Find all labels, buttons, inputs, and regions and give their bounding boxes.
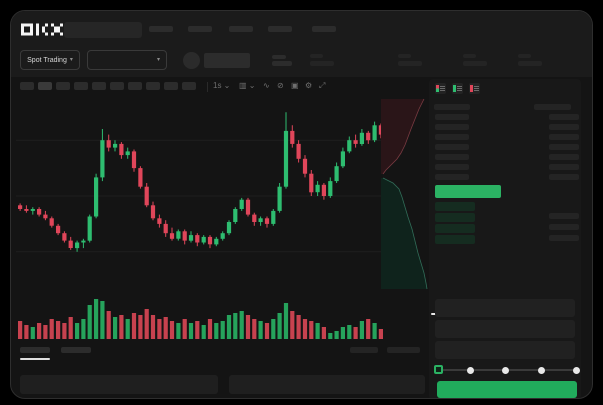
- draw-tool-icon[interactable]: ⊘: [277, 81, 284, 90]
- slider-stop-50-percent[interactable]: [502, 367, 509, 374]
- ask-amount-7-placeholder[interactable]: [549, 174, 579, 180]
- top-bar: Spot Trading ▾ ▾: [11, 11, 592, 77]
- volume-chart[interactable]: [16, 295, 384, 341]
- ask-amount-4-placeholder[interactable]: [549, 144, 579, 150]
- okx-logo[interactable]: [21, 22, 63, 37]
- bottom-tab-2-placeholder[interactable]: [61, 347, 91, 353]
- ask-price-7-placeholder[interactable]: [435, 174, 469, 180]
- search-input[interactable]: [64, 22, 142, 38]
- pair-name-placeholder: [204, 53, 250, 68]
- stat-4-value-placeholder: [518, 61, 542, 66]
- price-value-placeholder: [272, 61, 292, 66]
- bid-amount-3-placeholder[interactable]: [549, 235, 579, 241]
- ask-amount-6-placeholder[interactable]: [549, 164, 579, 170]
- order-total-input[interactable]: [435, 320, 575, 338]
- ask-price-2-placeholder[interactable]: [435, 124, 469, 130]
- timeframe-slot-1[interactable]: [20, 82, 34, 90]
- interval-dropdown-icon[interactable]: 1s ⌄: [213, 81, 231, 90]
- stat-3-label-placeholder: [463, 54, 476, 58]
- stat-1-value-placeholder: [310, 61, 334, 66]
- bottom-right-item-1-placeholder[interactable]: [350, 347, 378, 353]
- ask-price-1-placeholder[interactable]: [435, 114, 469, 120]
- slider-stop-25-percent[interactable]: [467, 367, 474, 374]
- timeframe-slot-7[interactable]: [128, 82, 142, 90]
- ask-price-6-placeholder[interactable]: [435, 164, 469, 170]
- settings-tool-icon[interactable]: ⚙: [305, 81, 313, 90]
- asks-only-icon[interactable]: [469, 83, 480, 94]
- bottom-tab-active-underline: [20, 358, 50, 360]
- slider-stop-100-percent[interactable]: [573, 367, 580, 374]
- ask-amount-2-placeholder[interactable]: [549, 124, 579, 130]
- ask-amount-3-placeholder[interactable]: [549, 134, 579, 140]
- bid-amount-1-placeholder[interactable]: [549, 213, 579, 219]
- camera-tool-icon[interactable]: ▣: [291, 81, 299, 90]
- ask-price-5-placeholder[interactable]: [435, 154, 469, 160]
- nav-item-1-placeholder[interactable]: [149, 26, 173, 32]
- timeframe-slot-2[interactable]: [38, 82, 52, 90]
- depth-chart[interactable]: [381, 97, 429, 293]
- ask-price-4-placeholder[interactable]: [435, 144, 469, 150]
- pair-selector-dropdown[interactable]: ▾: [87, 50, 167, 70]
- bid-amount-2-placeholder[interactable]: [549, 224, 579, 230]
- amount-slider-handle[interactable]: [434, 365, 443, 374]
- candlestick-chart[interactable]: [16, 97, 384, 297]
- nav-item-2-placeholder[interactable]: [188, 26, 212, 32]
- nav-item-3-placeholder[interactable]: [229, 26, 253, 32]
- stat-3-value-placeholder: [463, 61, 487, 66]
- timeframe-slot-5[interactable]: [92, 82, 106, 90]
- price-label-placeholder: [272, 55, 286, 59]
- bottom-tab-1-placeholder[interactable]: [20, 347, 50, 353]
- bid-price-3-placeholder[interactable]: [435, 224, 475, 233]
- bid-price-4-placeholder[interactable]: [435, 235, 475, 244]
- fullscreen-tool-icon[interactable]: ⤢: [319, 81, 326, 90]
- stat-1-label-placeholder: [310, 54, 323, 58]
- bid-price-2-placeholder[interactable]: [435, 213, 475, 222]
- stat-2-value-placeholder: [398, 61, 422, 66]
- line-tool-icon[interactable]: ∿: [263, 81, 270, 90]
- market-type-label: Spot Trading: [27, 56, 67, 64]
- orderbook-amount-header-placeholder: [534, 104, 571, 110]
- timeframe-slot-8[interactable]: [146, 82, 160, 90]
- timeframe-slot-4[interactable]: [74, 82, 88, 90]
- timeframe-slot-3[interactable]: [56, 82, 70, 90]
- nav-item-4-placeholder[interactable]: [268, 26, 292, 32]
- stat-2-label-placeholder: [398, 54, 411, 58]
- app-window: Spot Trading ▾ ▾ 1s ⌄ ▥ ⌄ ∿ ⊘ ▣ ⚙ ⤢: [10, 10, 593, 399]
- slider-stop-75-percent[interactable]: [538, 367, 545, 374]
- bid-price-1-placeholder[interactable]: [435, 202, 475, 211]
- timeframe-slot-10[interactable]: [182, 82, 196, 90]
- toolbar-divider: [207, 82, 208, 92]
- bids-only-icon[interactable]: [452, 83, 463, 94]
- timeframe-slot-6[interactable]: [110, 82, 124, 90]
- chevron-down-icon: ▾: [156, 57, 160, 63]
- stat-4-label-placeholder: [518, 54, 531, 58]
- orderbook-price-header-placeholder: [434, 104, 470, 110]
- candle-style-dropdown-icon[interactable]: ▥ ⌄: [239, 81, 256, 90]
- bottom-panel-left: [20, 375, 218, 394]
- ask-price-3-placeholder[interactable]: [435, 134, 469, 140]
- ask-amount-5-placeholder[interactable]: [549, 154, 579, 160]
- market-type-dropdown[interactable]: Spot Trading ▾: [20, 50, 80, 70]
- combined-book-icon[interactable]: [435, 83, 446, 94]
- chevron-down-icon: ▾: [69, 57, 73, 63]
- ask-amount-1-placeholder[interactable]: [549, 114, 579, 120]
- buy-submit-button[interactable]: [437, 381, 577, 398]
- coin-icon: [183, 52, 200, 69]
- last-price-highlight[interactable]: [435, 185, 501, 198]
- nav-item-5-placeholder[interactable]: [312, 26, 336, 32]
- order-amount-input[interactable]: [435, 299, 575, 317]
- bottom-right-item-2-placeholder[interactable]: [387, 347, 420, 353]
- bottom-panel-right: [229, 375, 425, 394]
- timeframe-slot-9[interactable]: [164, 82, 178, 90]
- order-value-input[interactable]: [435, 341, 575, 357]
